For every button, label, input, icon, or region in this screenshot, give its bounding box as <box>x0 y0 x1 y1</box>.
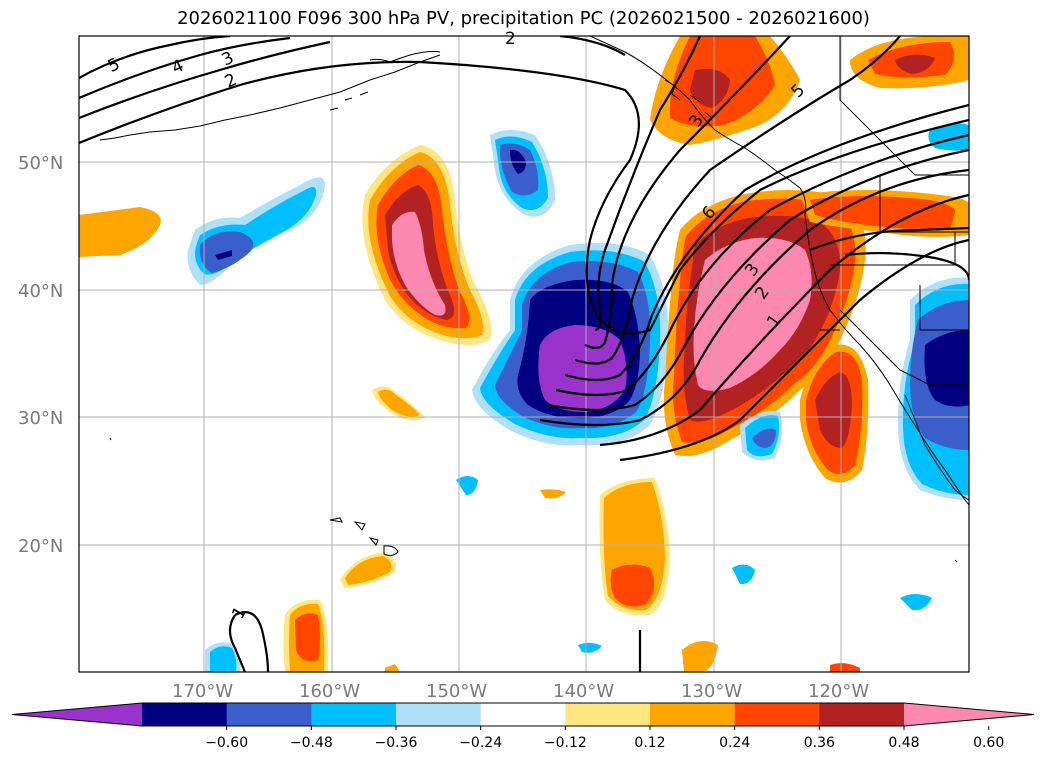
colorbar-tick-label: 0.60 <box>973 735 1004 751</box>
lon-label-130w: 130°W <box>681 681 742 702</box>
lon-label-170w: 170°W <box>172 681 233 702</box>
colorbar-tick-label: −0.12 <box>544 735 587 751</box>
map-title: 2026021100 F096 300 hPa PV, precipitatio… <box>177 8 870 29</box>
colorbar-segment <box>226 703 312 726</box>
colorbar-segment <box>396 703 482 726</box>
lat-label-20n: 20°N <box>18 536 63 557</box>
lon-label-120w: 120°W <box>808 681 869 702</box>
precip-anomaly-west <box>79 207 161 257</box>
colorbar-extend-high <box>904 703 1034 726</box>
colorbar-segment <box>565 703 651 726</box>
pv-contours <box>79 36 969 672</box>
colorbar-extend-low <box>12 703 142 726</box>
colorbar-tick-label: −0.36 <box>375 735 418 751</box>
lon-label-140w: 140°W <box>553 681 614 702</box>
lat-label-30n: 30°N <box>18 408 63 429</box>
colorbar-tick-label: −0.24 <box>459 735 502 751</box>
colorbar: −0.60 −0.48 −0.36 −0.24 −0.12 0.12 0.24 0.36 0.4… <box>11 702 1035 751</box>
colorbar-tick-label: 0.12 <box>634 735 665 751</box>
colorbar-tick-label: −0.48 <box>290 735 333 751</box>
colorbar-segment <box>311 703 397 726</box>
colorbar-segment <box>734 703 820 726</box>
lon-label-150w: 150°W <box>426 681 487 702</box>
lat-label-50n: 50°N <box>18 153 63 174</box>
colorbar-tick-label: −0.60 <box>205 735 248 751</box>
colorbar-segment <box>142 703 228 726</box>
lon-label-160w: 160°W <box>299 681 360 702</box>
coastlines <box>99 36 969 563</box>
map-border <box>78 35 970 673</box>
colorbar-segment <box>650 703 736 726</box>
longitude-labels: 170°W 160°W 150°W 140°W 130°W 120°W <box>172 681 869 702</box>
contour-label: 2 <box>505 29 516 49</box>
colorbar-outline <box>11 702 1035 727</box>
latitude-labels: 50°N 40°N 30°N 20°N <box>18 153 63 557</box>
lat-label-40n: 40°N <box>18 281 63 302</box>
colorbar-tick-label: 0.48 <box>888 735 919 751</box>
colorbar-tick-label: 0.36 <box>804 735 835 751</box>
colorbar-segment <box>480 703 566 726</box>
colorbar-tick-label: 0.24 <box>719 735 750 751</box>
colorbar-segment <box>819 703 905 726</box>
